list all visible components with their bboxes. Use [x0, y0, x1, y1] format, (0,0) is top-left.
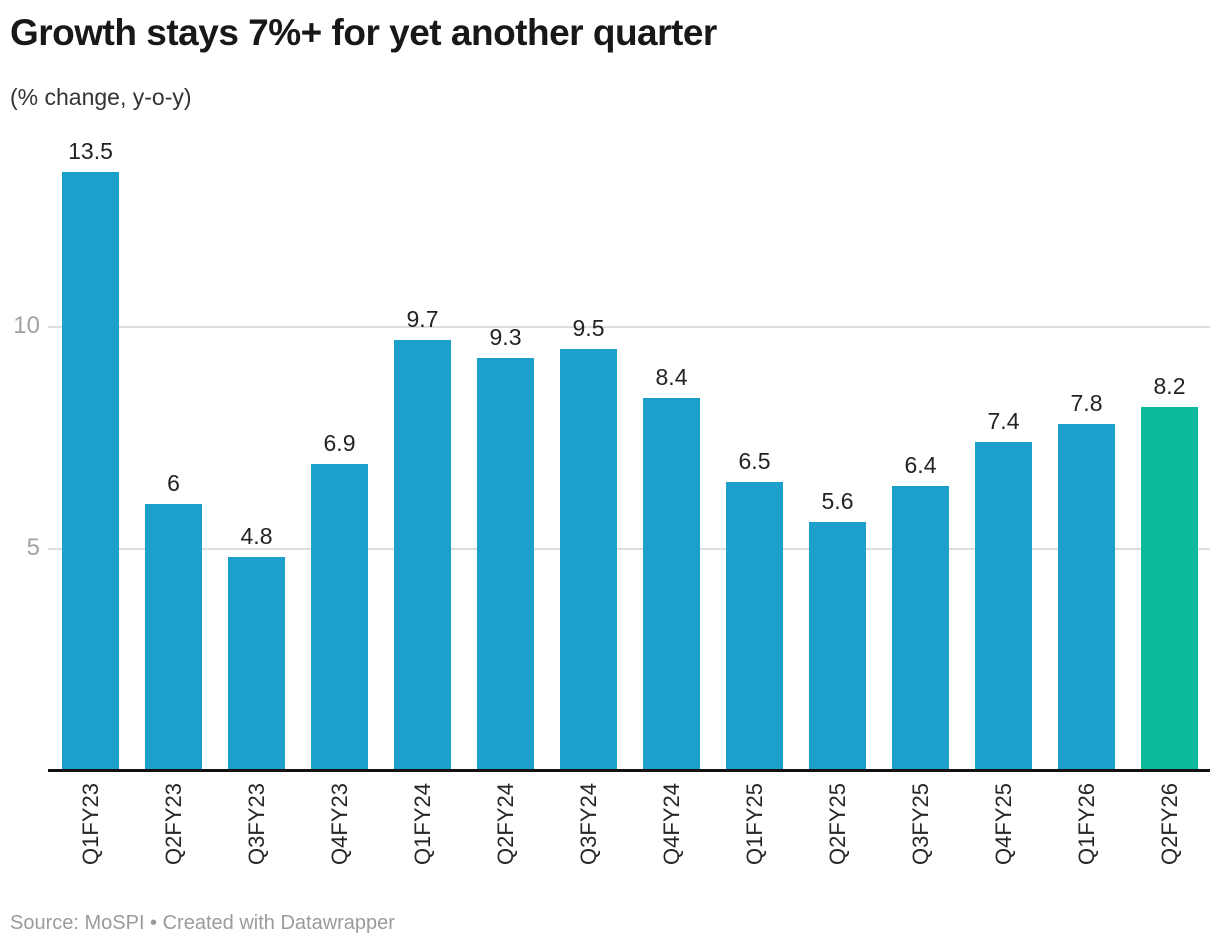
x-axis-label: Q4FY25 [990, 783, 1016, 865]
bar[interactable] [892, 486, 949, 770]
x-axis-label: Q1FY23 [77, 783, 103, 865]
x-axis-label: Q1FY24 [409, 783, 435, 865]
y-gridline [48, 326, 1210, 328]
x-axis-label: Q3FY23 [243, 783, 269, 865]
x-axis-label: Q1FY26 [1073, 783, 1099, 865]
bar-value-label: 8.2 [1153, 373, 1186, 399]
bar[interactable] [477, 358, 534, 770]
x-axis-label: Q2FY23 [160, 783, 186, 865]
bar[interactable] [394, 340, 451, 770]
bar-value-label: 6.4 [904, 452, 937, 478]
bar[interactable] [809, 522, 866, 770]
x-axis-label: Q1FY25 [741, 783, 767, 865]
chart-title: Growth stays 7%+ for yet another quarter [10, 12, 717, 53]
bar-value-label: 6.9 [323, 430, 356, 456]
bar[interactable] [311, 464, 368, 770]
bar[interactable] [228, 557, 285, 770]
bar-value-label: 6 [167, 470, 180, 496]
x-axis-label: Q3FY24 [575, 783, 601, 865]
chart-subtitle: (% change, y-o-y) [10, 84, 192, 110]
x-axis-label: Q2FY26 [1156, 783, 1182, 865]
bar[interactable] [726, 482, 783, 770]
bar-value-label: 5.6 [821, 488, 854, 514]
x-axis-label: Q3FY25 [907, 783, 933, 865]
bar-value-label: 9.5 [572, 315, 605, 341]
x-axis-label: Q2FY25 [824, 783, 850, 865]
y-gridline [48, 547, 1210, 550]
bar[interactable] [145, 504, 202, 770]
bar-value-label: 4.8 [240, 523, 273, 549]
bar[interactable] [62, 172, 119, 770]
x-axis-label: Q4FY24 [658, 783, 684, 865]
y-axis-tick-label: 10 [13, 311, 40, 339]
x-axis-label: Q2FY24 [492, 783, 518, 865]
bar-value-label: 8.4 [655, 364, 688, 390]
bar[interactable] [560, 349, 617, 770]
bar-value-label: 9.3 [489, 324, 522, 350]
bar-value-label: 7.4 [987, 408, 1020, 434]
x-axis-baseline [48, 769, 1210, 772]
bar-value-label: 13.5 [68, 138, 113, 164]
bar-value-label: 7.8 [1070, 390, 1103, 416]
bar[interactable] [643, 398, 700, 770]
x-axis-label: Q4FY23 [326, 783, 352, 865]
bar[interactable] [975, 442, 1032, 770]
bar-value-label: 6.5 [738, 448, 771, 474]
bar[interactable] [1141, 407, 1198, 770]
bar[interactable] [1058, 424, 1115, 770]
source-attribution: Source: MoSPI • Created with Datawrapper [10, 912, 395, 934]
bar-value-label: 9.7 [406, 306, 439, 332]
y-axis-tick-label: 5 [26, 533, 40, 561]
